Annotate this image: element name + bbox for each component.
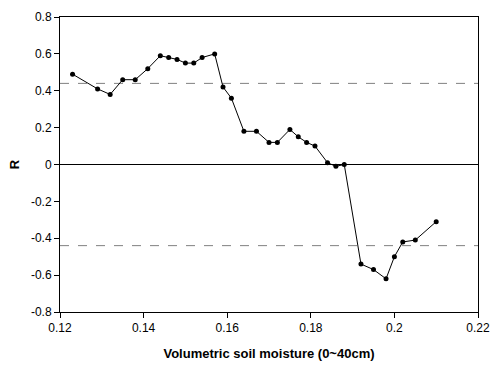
svg-text:0: 0 [45, 158, 52, 172]
svg-text:-0.2: -0.2 [31, 195, 52, 209]
svg-text:Volumetric soil moisture (0~40: Volumetric soil moisture (0~40cm) [163, 346, 374, 361]
svg-text:-0.8: -0.8 [31, 305, 52, 319]
svg-text:0.2: 0.2 [35, 121, 52, 135]
svg-text:0.6: 0.6 [35, 47, 52, 61]
svg-text:R: R [7, 159, 22, 169]
svg-text:0.4: 0.4 [35, 84, 52, 98]
svg-text:-0.6: -0.6 [31, 268, 52, 282]
svg-text:0.12: 0.12 [48, 321, 72, 335]
svg-text:0.16: 0.16 [216, 321, 240, 335]
svg-text:0.14: 0.14 [132, 321, 156, 335]
svg-text:-0.4: -0.4 [31, 231, 52, 245]
svg-text:0.22: 0.22 [466, 321, 490, 335]
svg-text:0.8: 0.8 [35, 10, 52, 24]
svg-text:0.2: 0.2 [386, 321, 403, 335]
svg-text:0.18: 0.18 [299, 321, 323, 335]
